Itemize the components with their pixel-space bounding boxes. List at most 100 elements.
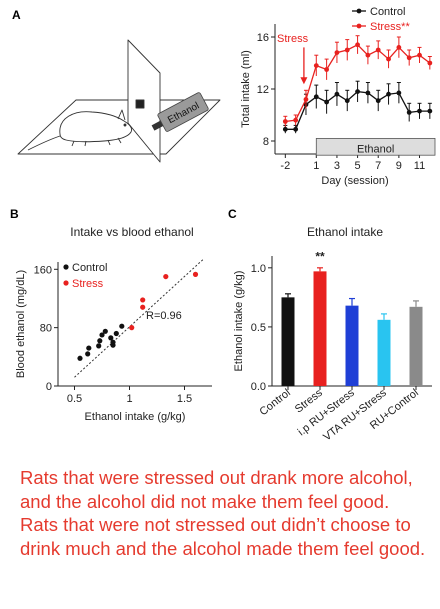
chart-b: B Intake vs blood ethanol 0 80 160 0.5 1 1.5 Et…: [10, 207, 212, 423]
a-stress-arrow-label: Stress: [277, 33, 309, 45]
a-x-tick-label: 3: [334, 160, 340, 172]
a-data-point: [396, 90, 402, 96]
a-x-tick-label: 7: [375, 160, 381, 172]
c-y-tick-label: 0.5: [251, 322, 266, 334]
b-legend-label: Stress: [72, 278, 104, 290]
b-x-axis-title: Ethanol intake (g/kg): [85, 411, 186, 423]
c-bar: [345, 305, 359, 386]
b-data-point-control: [110, 339, 116, 345]
c-y-axis-title: Ethanol intake (g/kg): [233, 271, 245, 372]
a-data-point: [375, 47, 381, 53]
a-data-point: [313, 94, 319, 100]
cage-floor: [17, 99, 221, 155]
b-data-point-control: [119, 323, 125, 329]
a-data-point: [406, 110, 412, 115]
panel-label-c: C: [228, 207, 237, 221]
a-data-point: [344, 98, 350, 104]
b-data-point-stress: [140, 297, 146, 303]
a-data-point: [293, 117, 299, 123]
a-data-point: [365, 52, 371, 58]
a-data-point: [282, 119, 288, 124]
a-x-tick-label: 1: [313, 160, 319, 172]
c-bar: [313, 271, 327, 386]
a-data-point: [386, 56, 391, 62]
bottle-spout: [151, 120, 164, 131]
b-data-point-control: [102, 328, 108, 334]
b-y-axis-title: Blood ethanol (mg/dL): [15, 270, 27, 378]
rat-tail: [27, 135, 61, 151]
b-legend-swatch: [63, 264, 69, 270]
c-bar: [409, 306, 423, 386]
b-data-point-stress: [140, 304, 146, 310]
a-data-point: [386, 91, 391, 97]
a-ethanol-period-label: Ethanol: [357, 144, 394, 156]
a-data-point: [396, 45, 402, 50]
a-x-axis-title: Day (session): [321, 175, 388, 187]
rat-body: [59, 111, 132, 143]
a-data-point: [355, 89, 360, 94]
c-y-tick-label: 1.0: [251, 263, 266, 275]
rat-ear: [117, 109, 126, 121]
a-legend-swatch-marker: [356, 8, 362, 14]
c-chart-title: Ethanol intake: [307, 225, 383, 239]
a-y-axis-title: Total intake (ml): [240, 50, 252, 128]
b-chart-title: Intake vs blood ethanol: [70, 225, 193, 239]
b-data-point-stress: [192, 271, 199, 277]
b-legend-label: Control: [72, 262, 107, 274]
a-ethanol-period-bar: [315, 137, 436, 156]
a-stress-arrow-head: [300, 77, 308, 85]
chart-a: 8 12 16 -2 1 3 5 7 9 11 Day (session) Total intake …: [240, 6, 436, 187]
a-data-point: [344, 47, 350, 53]
a-data-point: [427, 60, 433, 66]
panel-label-b: B: [10, 207, 19, 221]
rat-eye: [123, 123, 127, 127]
illustration-group: A Ethanol: [12, 8, 221, 163]
b-data-point-control: [96, 343, 102, 349]
b-y-tick-label: 160: [34, 264, 52, 276]
b-y-tick-label: 80: [40, 323, 52, 335]
a-legend-label: Stress**: [370, 21, 410, 33]
b-data-point-control: [108, 335, 114, 341]
a-data-point: [334, 91, 340, 97]
a-y-tick-label: 16: [257, 32, 269, 44]
b-x-tick-label: 1.5: [177, 393, 192, 405]
chart-c: C Ethanol intake 0.0 0.5 1.0 Ethanol intake …: [228, 207, 432, 443]
c-bar: [281, 297, 295, 386]
a-data-point: [427, 108, 433, 114]
a-data-point: [324, 67, 330, 72]
b-data-point-control: [99, 332, 105, 338]
a-x-tick-label: -2: [280, 160, 290, 172]
bottle-body: [157, 92, 209, 132]
panel-label-a: A: [12, 8, 21, 22]
b-regression-line: [74, 257, 205, 378]
a-data-point: [365, 90, 371, 96]
rat-cage-illustration: [17, 39, 221, 163]
a-data-point: [417, 108, 422, 114]
a-data-point: [293, 126, 299, 132]
a-data-point: [313, 63, 319, 68]
b-data-point-control: [77, 355, 83, 361]
c-significance-label: **: [315, 250, 325, 264]
a-legend-swatch-marker: [356, 23, 362, 29]
a-data-point: [375, 98, 381, 104]
a-data-point: [303, 97, 309, 102]
b-data-point-stress: [163, 273, 169, 280]
caption-text: Rats that were stressed out drank more a…: [20, 467, 426, 559]
b-data-point-control: [97, 338, 103, 344]
a-x-tick-label: 9: [396, 160, 402, 172]
a-x-tick-label: 5: [355, 160, 361, 172]
c-bar: [377, 319, 391, 386]
rat-legs: [71, 137, 122, 147]
b-data-point-control: [85, 351, 91, 357]
a-data-point: [406, 55, 412, 61]
a-data-point: [417, 52, 422, 58]
a-data-point: [355, 42, 360, 48]
b-correlation-label: R=0.96: [146, 310, 182, 322]
a-y-tick-label: 12: [257, 84, 269, 96]
wall-port: [135, 99, 145, 109]
a-data-point: [282, 126, 288, 132]
c-y-tick-label: 0.0: [251, 381, 266, 393]
b-y-tick-label: 0: [46, 381, 52, 393]
a-x-tick-label: 11: [414, 160, 425, 172]
